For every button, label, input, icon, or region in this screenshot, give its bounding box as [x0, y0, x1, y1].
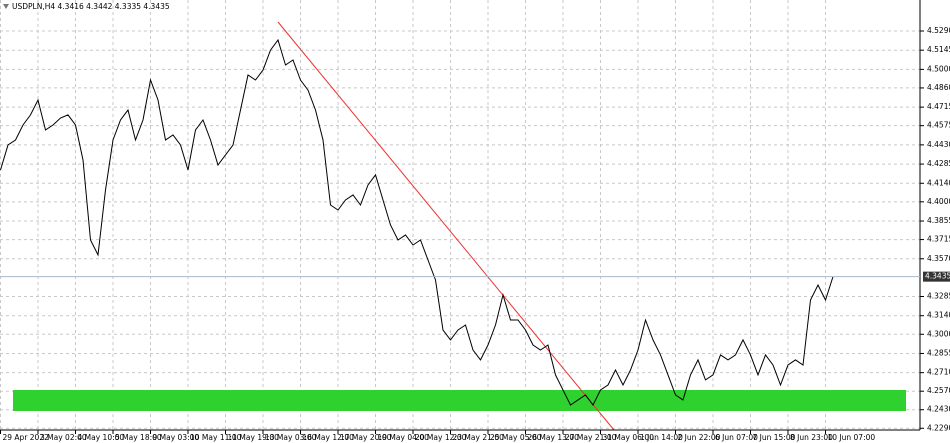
x-tick-label: 4 May 10:00 [78, 433, 125, 442]
y-tick-label: 4.2855 [927, 348, 950, 357]
x-tick-label: 29 Apr 2022 [3, 433, 50, 442]
x-tick-label: 27 May 21:00 [565, 433, 617, 442]
x-tick-label: 5 May 18:00 [115, 433, 162, 442]
x-tick-label: 25 May 05:00 [490, 433, 542, 442]
y-tick-label: 4.5145 [927, 45, 950, 54]
x-tick-label: 23 May 21:00 [453, 433, 505, 442]
symbol-icon [3, 4, 9, 9]
x-tick-label: 10 Jun 07:00 [828, 433, 876, 442]
y-tick-label: 4.3570 [927, 254, 950, 263]
x-tick-label: 10 May 11:00 [190, 433, 242, 442]
x-tick-label: 20 May 12:00 [415, 433, 467, 442]
y-tick-label: 4.5000 [927, 64, 950, 73]
x-tick-label: 26 May 13:00 [528, 433, 580, 442]
x-tick-label: 9 May 03:00 [153, 433, 200, 442]
y-tick-label: 4.4715 [927, 102, 950, 111]
y-tick-label: 4.3855 [927, 216, 950, 225]
x-tick-label: 16 May 12:00 [303, 433, 355, 442]
support-zone [13, 390, 906, 411]
y-tick-label: 4.4575 [927, 121, 950, 130]
y-tick-label: 4.4860 [927, 83, 950, 92]
x-tick-label: 19 May 04:00 [378, 433, 430, 442]
y-tick-label: 4.2570 [927, 386, 950, 395]
trend-line [277, 21, 615, 431]
y-tick-label: 4.2710 [927, 368, 950, 377]
y-tick-label: 4.5290 [927, 26, 950, 35]
chart-title: USDPLN,H4 4.3416 4.3442 4.3335 4.3435 [12, 2, 170, 11]
price-line [0, 38, 834, 406]
x-tick-label: 17 May 20:00 [340, 433, 392, 442]
y-tick-label: 4.4430 [927, 140, 950, 149]
x-tick-label: 6 Jun 07:00 [715, 433, 758, 442]
x-tick-label: 1 Jun 14:00 [640, 433, 683, 442]
y-tick-label: 4.3715 [927, 235, 950, 244]
x-tick-label: 2 Jun 22:00 [678, 433, 721, 442]
y-tick-label: 4.4000 [927, 197, 950, 206]
y-tick-label: 4.3140 [927, 311, 950, 320]
x-tick-label: 13 May 03:00 [265, 433, 317, 442]
current-price-box [923, 271, 950, 282]
y-tick-label: 4.2290 [927, 423, 950, 432]
y-tick-label: 4.4140 [927, 178, 950, 187]
x-tick-label: 11 May 19:00 [228, 433, 280, 442]
x-tick-label: 3 May 02:00 [40, 433, 87, 442]
y-tick-label: 4.4285 [927, 159, 950, 168]
current-price-label: 4.3435 [925, 272, 950, 281]
x-tick-label: 8 Jun 23:00 [790, 433, 833, 442]
x-tick-label: 31 May 06:00 [603, 433, 655, 442]
x-tick-label: 7 Jun 15:00 [753, 433, 796, 442]
y-tick-label: 4.3285 [927, 292, 950, 301]
y-tick-label: 4.3000 [927, 329, 950, 338]
y-tick-label: 4.2430 [927, 405, 950, 414]
